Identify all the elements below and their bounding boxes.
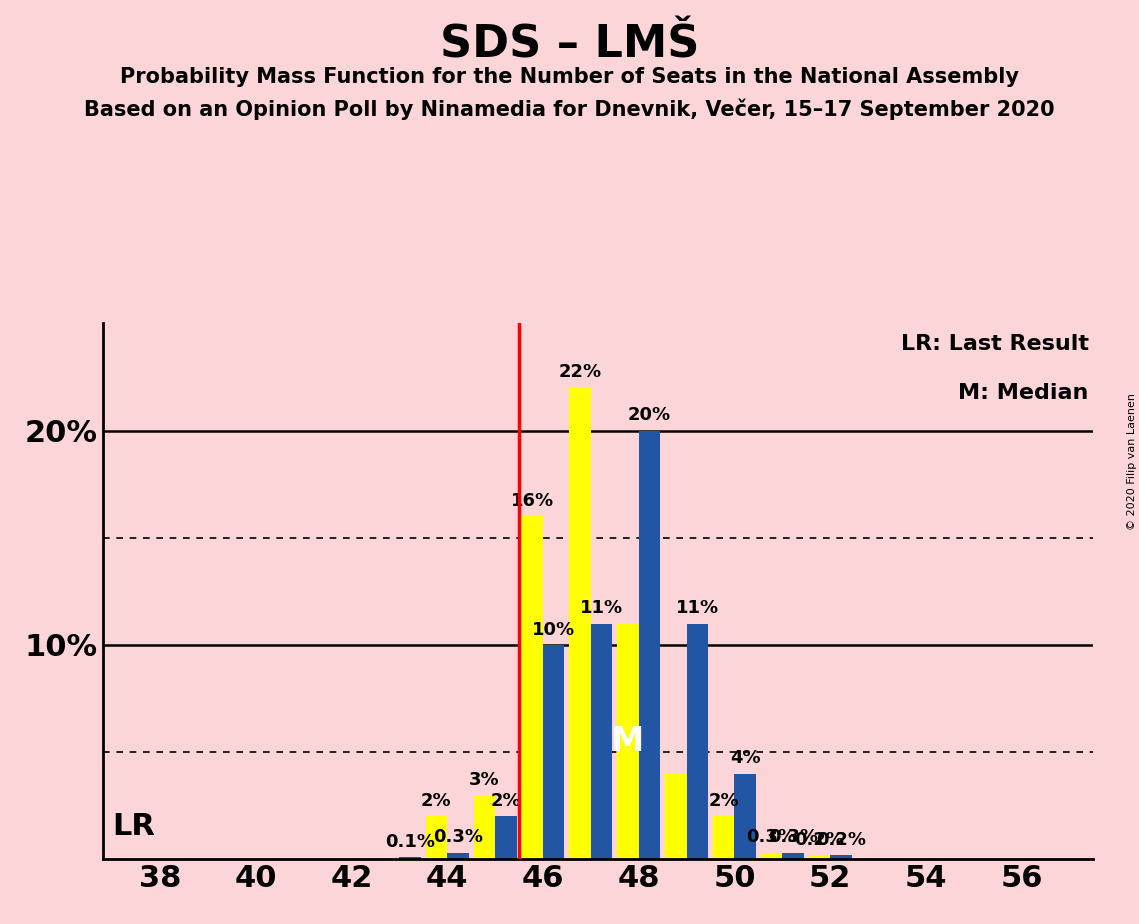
Bar (522, 517, 543, 859)
Text: 2%: 2% (708, 792, 739, 810)
Text: 4%: 4% (730, 749, 761, 767)
Bar (448, 853, 469, 859)
Text: 16%: 16% (510, 492, 554, 510)
Bar (830, 855, 852, 859)
Text: 11%: 11% (675, 599, 719, 617)
Text: 2%: 2% (491, 792, 522, 810)
Text: 0.3%: 0.3% (433, 829, 483, 846)
Bar (543, 645, 565, 859)
Text: Probability Mass Function for the Number of Seats in the National Assembly: Probability Mass Function for the Number… (120, 67, 1019, 87)
Bar (665, 773, 687, 859)
Text: 2%: 2% (421, 792, 452, 810)
Bar (400, 857, 420, 859)
Bar (761, 853, 782, 859)
Bar (735, 773, 756, 859)
Bar (687, 624, 708, 859)
Text: LR: LR (112, 812, 155, 841)
Bar (426, 817, 448, 859)
Bar (570, 388, 591, 859)
Text: M: Median: M: Median (958, 383, 1089, 404)
Text: LR: Last Result: LR: Last Result (901, 334, 1089, 354)
Text: 11%: 11% (580, 599, 623, 617)
Text: SDS – LMŠ: SDS – LMŠ (440, 23, 699, 67)
Bar (474, 795, 495, 859)
Text: Based on an Opinion Poll by Ninamedia for Dnevnik, Večer, 15–17 September 2020: Based on an Opinion Poll by Ninamedia fo… (84, 99, 1055, 120)
Bar (617, 624, 639, 859)
Text: 22%: 22% (558, 363, 601, 382)
Text: 0.3%: 0.3% (746, 829, 796, 846)
Text: 0.3%: 0.3% (768, 829, 818, 846)
Bar (713, 817, 735, 859)
Text: 0.1%: 0.1% (385, 833, 435, 851)
Bar (809, 855, 830, 859)
Bar (782, 853, 804, 859)
Bar (639, 431, 661, 859)
Text: © 2020 Filip van Laenen: © 2020 Filip van Laenen (1126, 394, 1137, 530)
Text: 0.2%: 0.2% (794, 831, 844, 848)
Text: 20%: 20% (628, 407, 671, 424)
Text: 3%: 3% (469, 771, 500, 788)
Bar (591, 624, 613, 859)
Bar (495, 817, 517, 859)
Text: M: M (612, 725, 645, 758)
Text: 0.2%: 0.2% (816, 831, 866, 848)
Text: 10%: 10% (532, 621, 575, 638)
